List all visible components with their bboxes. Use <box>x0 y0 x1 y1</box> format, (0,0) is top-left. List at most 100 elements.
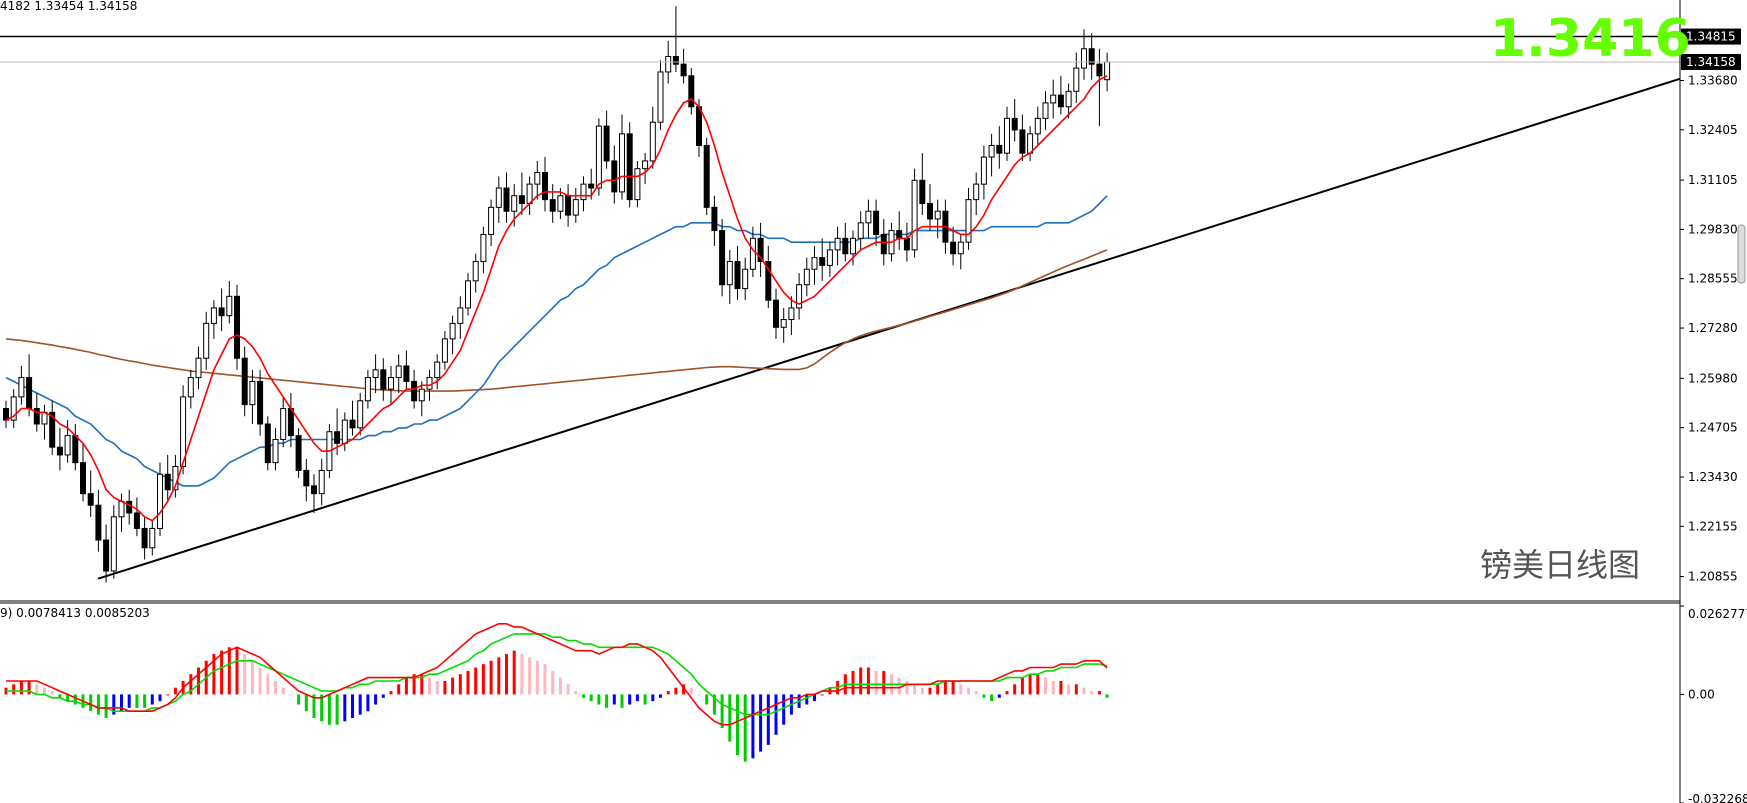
macd-histogram-bar <box>635 694 639 702</box>
candle-body <box>780 319 787 328</box>
macd-histogram-bar <box>1020 677 1024 695</box>
macd-histogram-bar <box>728 694 732 742</box>
candle <box>495 176 502 223</box>
macd-histogram-bar <box>682 684 686 695</box>
candle <box>295 427 302 479</box>
candle-body <box>688 75 695 108</box>
macd-histogram-bar <box>936 684 940 695</box>
macd-histogram-bar <box>628 694 632 705</box>
candle-body <box>957 241 964 255</box>
macd-info-text: 9) 0.0078413 0.0085203 <box>0 606 150 620</box>
macd-histogram-bar <box>612 694 616 705</box>
candle <box>773 288 779 339</box>
candle <box>210 300 217 339</box>
candle-body <box>896 230 903 239</box>
candle <box>726 249 733 305</box>
candle-body <box>565 195 572 216</box>
macd-histogram-bar <box>1044 677 1047 695</box>
candle-body <box>626 133 633 201</box>
candle <box>372 354 379 394</box>
candle <box>472 253 479 293</box>
candle <box>911 168 918 258</box>
candle <box>418 381 425 417</box>
candle-body <box>149 527 156 549</box>
candle <box>680 48 687 84</box>
candle-body <box>434 361 441 379</box>
macd-histogram-bar <box>297 694 301 705</box>
candle-body <box>411 380 418 402</box>
macd-histogram-bar <box>643 694 647 705</box>
candle-body <box>1019 129 1026 154</box>
price-tick-label: 1.29830 <box>1688 222 1738 236</box>
candle <box>241 346 248 417</box>
candle <box>1034 106 1041 146</box>
macd-histogram-bar <box>605 694 609 708</box>
candle <box>950 226 957 266</box>
candle <box>1019 114 1026 161</box>
candle-body <box>480 233 487 263</box>
macd-histogram-bar <box>905 680 909 695</box>
candle <box>103 524 110 583</box>
price-tick-label: 1.31105 <box>1688 173 1738 187</box>
macd-histogram-bar <box>589 694 593 702</box>
candle-body <box>503 187 510 212</box>
scroll-handle[interactable] <box>1737 224 1746 284</box>
candle-body <box>580 183 587 201</box>
candle <box>1050 79 1057 119</box>
macd-histogram-bar <box>882 670 886 695</box>
candle-body <box>388 377 394 390</box>
candle <box>518 172 525 216</box>
ma-fast-group <box>5 75 1108 522</box>
candle <box>1042 91 1049 130</box>
candle-body <box>318 469 325 495</box>
macd-histogram-bar <box>466 670 470 695</box>
macd-histogram-bar <box>659 694 662 698</box>
candle-body <box>557 195 564 212</box>
macd-histogram-bar <box>851 670 855 695</box>
candle-body <box>349 419 356 429</box>
candle <box>934 199 941 239</box>
candle-body <box>549 199 556 212</box>
support-trendline <box>97 77 1681 580</box>
price-tag-bg <box>1681 28 1741 45</box>
macd-histogram-bar <box>574 691 578 695</box>
macd-histogram-bar <box>443 680 447 695</box>
candle-body <box>965 199 972 243</box>
macd-histogram-bar <box>343 694 347 722</box>
candle <box>434 354 441 390</box>
macd-histogram-bar <box>266 674 270 695</box>
candle-body <box>811 257 818 270</box>
price-tick-label: 1.23430 <box>1688 470 1738 484</box>
candle-body <box>133 512 140 529</box>
candle-body <box>1081 48 1087 69</box>
macd-histogram-bar <box>959 684 963 695</box>
candle <box>388 365 394 405</box>
candle-body <box>495 187 502 208</box>
candle-body <box>195 357 202 379</box>
candle-body <box>157 473 163 529</box>
candle <box>703 137 710 216</box>
candle-body <box>511 195 518 212</box>
candle <box>349 400 356 436</box>
candle-body <box>857 222 864 239</box>
macd-histogram-bar <box>736 694 739 755</box>
candle <box>850 230 856 266</box>
candle <box>534 160 541 200</box>
candle-body <box>426 377 433 390</box>
macd-histogram-bar <box>381 694 385 698</box>
candle <box>218 288 225 332</box>
ma-slow-line <box>5 249 1108 392</box>
macd-histogram-bar <box>697 694 701 696</box>
price-tick-label: 1.33680 <box>1688 73 1738 87</box>
macd-histogram-bar <box>66 694 70 702</box>
candle-body <box>742 268 749 290</box>
candle-body <box>726 261 733 286</box>
candle-body <box>234 295 240 359</box>
macd-histogram-bar <box>481 664 485 695</box>
candle-body <box>757 237 764 263</box>
macd-histogram-bar <box>520 654 524 695</box>
candle-body <box>64 435 71 456</box>
macd-histogram-bar <box>374 694 378 705</box>
candle-body <box>672 55 679 65</box>
